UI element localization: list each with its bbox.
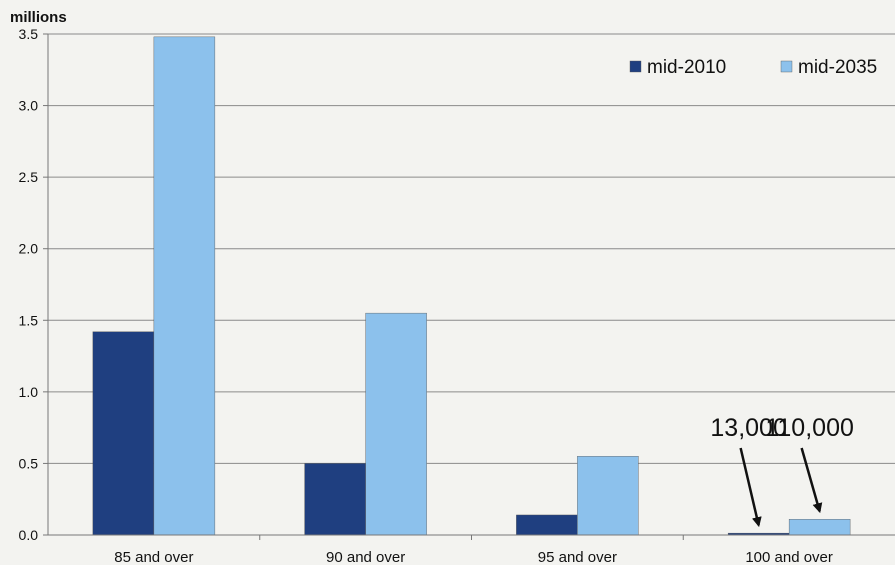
annotation-label: 13,000 xyxy=(710,414,786,442)
axes xyxy=(47,34,895,536)
x-tick-label: 85 and over xyxy=(114,549,193,565)
bar xyxy=(92,331,155,536)
y-unit-label: millions xyxy=(10,9,67,26)
bar xyxy=(577,456,639,536)
bar xyxy=(365,312,427,536)
x-tick-label: 95 and over xyxy=(538,549,617,565)
x-tick-label: 90 and over xyxy=(326,549,405,565)
legend-swatch xyxy=(629,60,642,73)
legend-swatch xyxy=(780,60,793,73)
annotation-label: 110,000 xyxy=(765,414,854,442)
legend-label: mid-2010 xyxy=(647,57,726,78)
legend: mid-2010 mid-2035 xyxy=(629,57,877,78)
y-tick-label: 1.5 xyxy=(19,312,39,328)
y-tick-label: 3.0 xyxy=(19,98,39,114)
annotation-arrow xyxy=(800,447,823,514)
x-tick-label: 100 and over xyxy=(745,549,833,565)
bars xyxy=(92,36,851,536)
y-tick-label: 3.5 xyxy=(19,26,39,42)
y-tick-label: 2.5 xyxy=(19,169,39,185)
bar xyxy=(153,36,216,536)
legend-label: mid-2035 xyxy=(798,57,877,78)
x-tick-labels: 85 and over 90 and over 95 and over 100 and… xyxy=(114,549,833,565)
y-tick-label: 2.0 xyxy=(19,241,39,257)
y-tick-label: 1.0 xyxy=(19,384,39,400)
annotation-arrow xyxy=(739,447,762,528)
bar xyxy=(788,519,851,536)
y-tick-label: 0.5 xyxy=(19,455,39,471)
bar xyxy=(304,463,366,536)
y-tick-labels: 0.0 0.5 1.0 1.5 2.0 2.5 3.0 3.5 xyxy=(19,26,39,543)
bar xyxy=(516,514,578,536)
y-tick-label: 0.0 xyxy=(19,527,39,543)
